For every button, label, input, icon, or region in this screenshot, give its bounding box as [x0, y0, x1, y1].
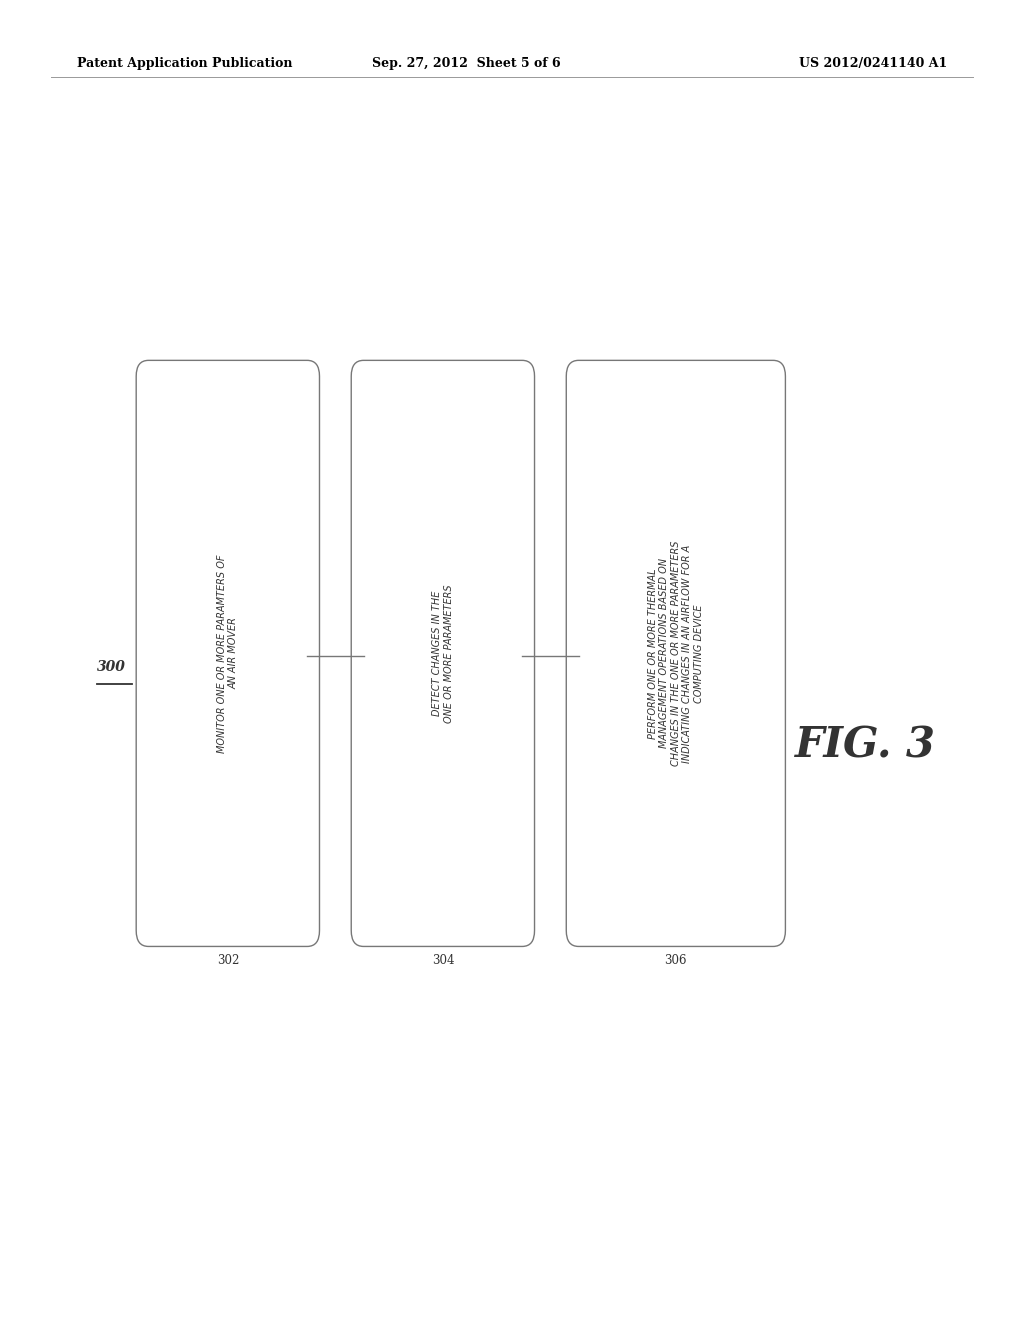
Text: 302: 302 [217, 954, 239, 968]
Text: US 2012/0241140 A1: US 2012/0241140 A1 [799, 57, 947, 70]
Text: Sep. 27, 2012  Sheet 5 of 6: Sep. 27, 2012 Sheet 5 of 6 [372, 57, 560, 70]
Text: PERFORM ONE OR MORE THERMAL
MANAGEMENT OPERATIONS BASED ON
CHANGES IN THE ONE OR: PERFORM ONE OR MORE THERMAL MANAGEMENT O… [647, 541, 705, 766]
Text: MONITOR ONE OR MORE PARAMTERS OF
AN AIR MOVER: MONITOR ONE OR MORE PARAMTERS OF AN AIR … [217, 554, 239, 752]
Text: Patent Application Publication: Patent Application Publication [77, 57, 292, 70]
Text: 304: 304 [432, 954, 454, 968]
Text: 300: 300 [97, 660, 126, 673]
FancyBboxPatch shape [566, 360, 785, 946]
FancyBboxPatch shape [136, 360, 319, 946]
Text: 306: 306 [665, 954, 687, 968]
Text: FIG. 3: FIG. 3 [795, 725, 936, 767]
Text: DETECT CHANGES IN THE
ONE OR MORE PARAMETERS: DETECT CHANGES IN THE ONE OR MORE PARAME… [432, 583, 454, 723]
FancyBboxPatch shape [351, 360, 535, 946]
